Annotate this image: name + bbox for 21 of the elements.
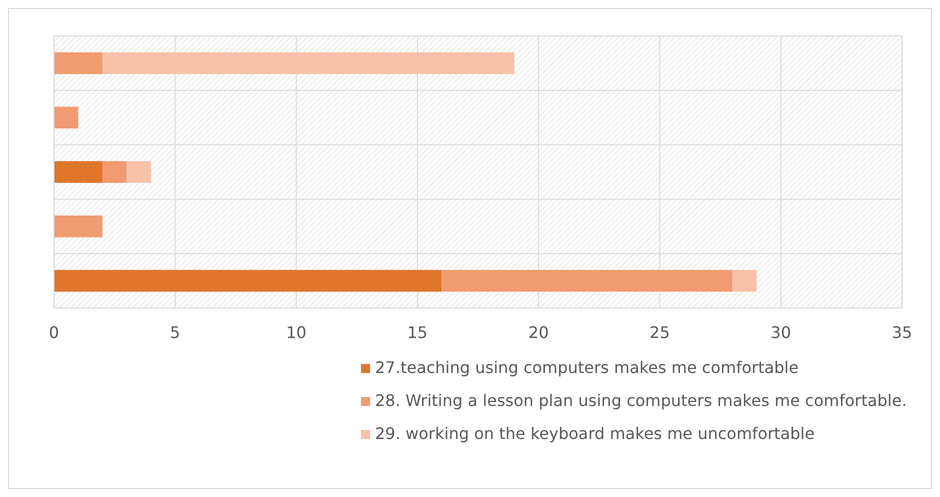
- x-tick-label: 30: [770, 323, 792, 342]
- x-tick-label: 5: [170, 323, 180, 342]
- x-tick-label: 10: [286, 323, 306, 342]
- x-tick-label: 35: [892, 323, 912, 342]
- x-tick-label: 20: [528, 323, 549, 342]
- bar: [54, 52, 102, 74]
- bar: [54, 161, 102, 183]
- x-tick-label: 25: [650, 323, 670, 342]
- bar: [102, 161, 127, 183]
- bar: [54, 270, 442, 292]
- legend-label: 28. Writing a lesson plan using computers makes me comfortable.: [375, 391, 907, 410]
- bar: [54, 216, 102, 238]
- bar: [102, 52, 514, 74]
- bar: [126, 161, 151, 183]
- legend-label: 27.teaching using computers makes me comfortable: [375, 358, 799, 377]
- x-tick-label: 0: [48, 323, 60, 342]
- bar: [732, 270, 757, 292]
- x-tick-label: 15: [407, 323, 428, 342]
- bar: [54, 106, 78, 128]
- legend-label: 29. working on the keyboard makes me uncomfortable: [375, 424, 815, 443]
- bar: [442, 270, 732, 292]
